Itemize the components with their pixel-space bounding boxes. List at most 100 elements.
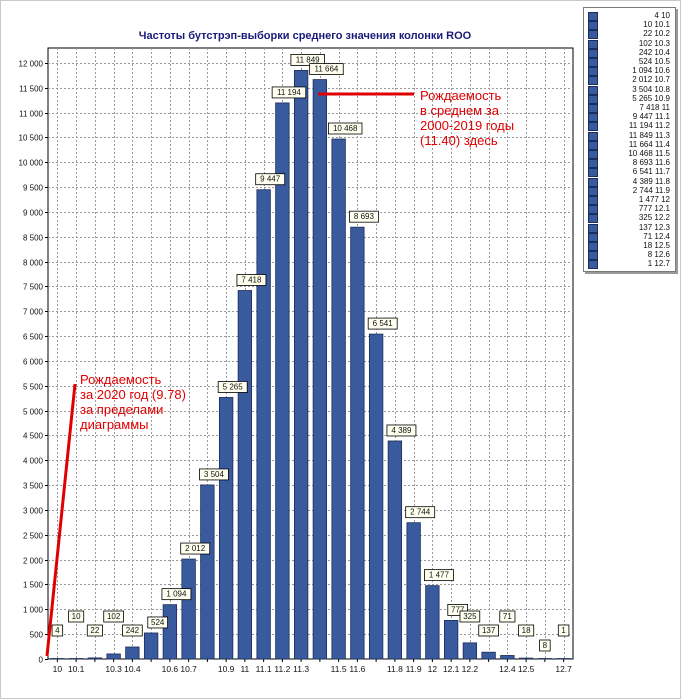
data-label-12.7: 1 (557, 624, 570, 637)
x-tick-label: 11.5 (331, 664, 347, 674)
x-tick-label: 12.7 (555, 664, 572, 674)
x-tick-label: 10 (53, 664, 63, 674)
data-label-text: 1 094 (166, 590, 187, 599)
legend-item: 11 664 11.4 (588, 139, 672, 150)
legend-swatch (588, 168, 598, 178)
legend-swatch (588, 223, 598, 233)
data-label-12.6: 8 (539, 639, 551, 652)
legend-swatch (588, 94, 598, 104)
data-label-10.6: 1 094 (161, 588, 192, 601)
legend-label: 8 12.6 (647, 250, 670, 260)
legend-swatch (588, 67, 598, 77)
x-tick-label: 11.2 (274, 664, 290, 674)
data-label-text: 2 012 (185, 544, 206, 553)
legend-swatch (588, 12, 598, 21)
data-label-box (327, 122, 363, 135)
legend-item: 11 194 11.2 (588, 121, 672, 132)
legend-swatch (588, 21, 598, 31)
legend-swatch (588, 113, 598, 123)
legend-label: 6 541 11.7 (632, 167, 670, 177)
legend-label: 10 468 11.5 (628, 149, 670, 158)
data-label-10: 4 (51, 624, 64, 637)
data-label-text: 71 (503, 612, 512, 621)
x-tick-label: 10.9 (218, 664, 235, 674)
x-tick-label: 11.6 (349, 664, 365, 674)
x-tick-label: 12.1 (443, 664, 460, 674)
data-label-text: 325 (463, 612, 477, 621)
annotation-average-line-1: Рождаемость (420, 88, 502, 103)
legend-label: 524 10.5 (638, 57, 670, 66)
bar-11.5 (331, 138, 346, 660)
data-label-box (367, 317, 398, 330)
legend-swatch (588, 251, 598, 261)
data-label-box (405, 506, 436, 519)
legend-label: 7 418 11 (639, 103, 670, 112)
data-label-10.9: 5 265 (217, 381, 248, 393)
data-label-box (236, 274, 267, 286)
data-label-11.2: 11 194 (271, 86, 307, 99)
y-tick-label: 3 000 (23, 507, 44, 516)
y-tick-label: 8 000 (23, 259, 44, 268)
legend-item: 777 12.1 (588, 204, 672, 215)
legend-item: 22 10.2 (588, 29, 672, 40)
x-tick-label: 12.4 (499, 664, 516, 674)
data-label-10.2: 22 (86, 624, 103, 637)
legend-swatch (588, 85, 598, 95)
legend-swatch (588, 177, 598, 187)
x-tick-label: 12.2 (462, 664, 479, 674)
y-tick-label: 2 500 (23, 532, 44, 541)
legend-label: 4 389 11.8 (632, 176, 670, 186)
legend-item: 4 10 (588, 11, 672, 21)
annotation-average: Рождаемость в среднем за 2000-2019 годы … (420, 88, 514, 148)
y-tick-label: 2 000 (23, 557, 44, 566)
x-tick-label: 11.8 (387, 664, 403, 674)
y-tick-label: 10 500 (19, 134, 44, 143)
legend-item: 102 10.3 (588, 38, 672, 49)
bar-12.6 (537, 658, 553, 660)
data-label-text: 5 265 (223, 382, 244, 391)
legend-swatch (588, 48, 598, 58)
legend-swatch (588, 159, 598, 169)
data-label-text: 11 194 (277, 88, 301, 97)
data-label-12.4: 71 (499, 610, 516, 623)
y-tick-label: 4 000 (23, 457, 44, 466)
data-label-11.3: 11 849 (290, 54, 325, 66)
data-label-12: 1 477 (424, 569, 454, 582)
legend-swatch (588, 186, 598, 196)
data-label-text: 2 744 (410, 508, 431, 517)
bar-10.5 (143, 632, 159, 660)
annotation-2020-line (45, 383, 77, 657)
data-label-text: 1 (561, 626, 566, 635)
data-label-box (199, 468, 229, 481)
x-tick-label: 11.9 (406, 664, 422, 674)
data-label-box (478, 624, 499, 637)
legend-label: 11 849 11.3 (628, 130, 670, 140)
x-tick-label: 11 (240, 664, 249, 674)
data-label-box (309, 63, 344, 75)
y-tick-label: 6 500 (23, 333, 44, 342)
legend-item: 2 012 10.7 (588, 75, 672, 86)
data-label-box (122, 624, 143, 637)
legend-label: 102 10.3 (638, 38, 670, 48)
legend-swatch (588, 122, 598, 132)
data-label-box (68, 610, 85, 623)
legend-swatch (588, 104, 598, 113)
legend-label: 1 12.7 (647, 259, 670, 269)
legend-label: 11 194 11.2 (628, 121, 670, 131)
data-label-box (290, 54, 325, 66)
annotation-average-line-2: в среднем за (420, 103, 499, 118)
legend-label: 11 664 11.4 (628, 139, 670, 149)
bar-11.7 (368, 333, 384, 660)
annotation-2020-line-3: за пределами (80, 402, 164, 417)
data-label-text: 7 418 (241, 276, 262, 285)
data-label-text: 777 (451, 605, 465, 614)
legend-item: 10 468 11.5 (588, 149, 672, 159)
data-label-text: 4 (55, 626, 60, 635)
y-tick-label: 10 000 (19, 159, 44, 168)
data-label-box (86, 624, 103, 637)
y-tick-label: 1 000 (23, 606, 44, 615)
legend-swatch (588, 76, 598, 86)
data-label-11.7: 6 541 (367, 317, 398, 330)
data-label-11.9: 2 744 (405, 506, 436, 519)
x-tick-label: 10.1 (68, 664, 85, 674)
